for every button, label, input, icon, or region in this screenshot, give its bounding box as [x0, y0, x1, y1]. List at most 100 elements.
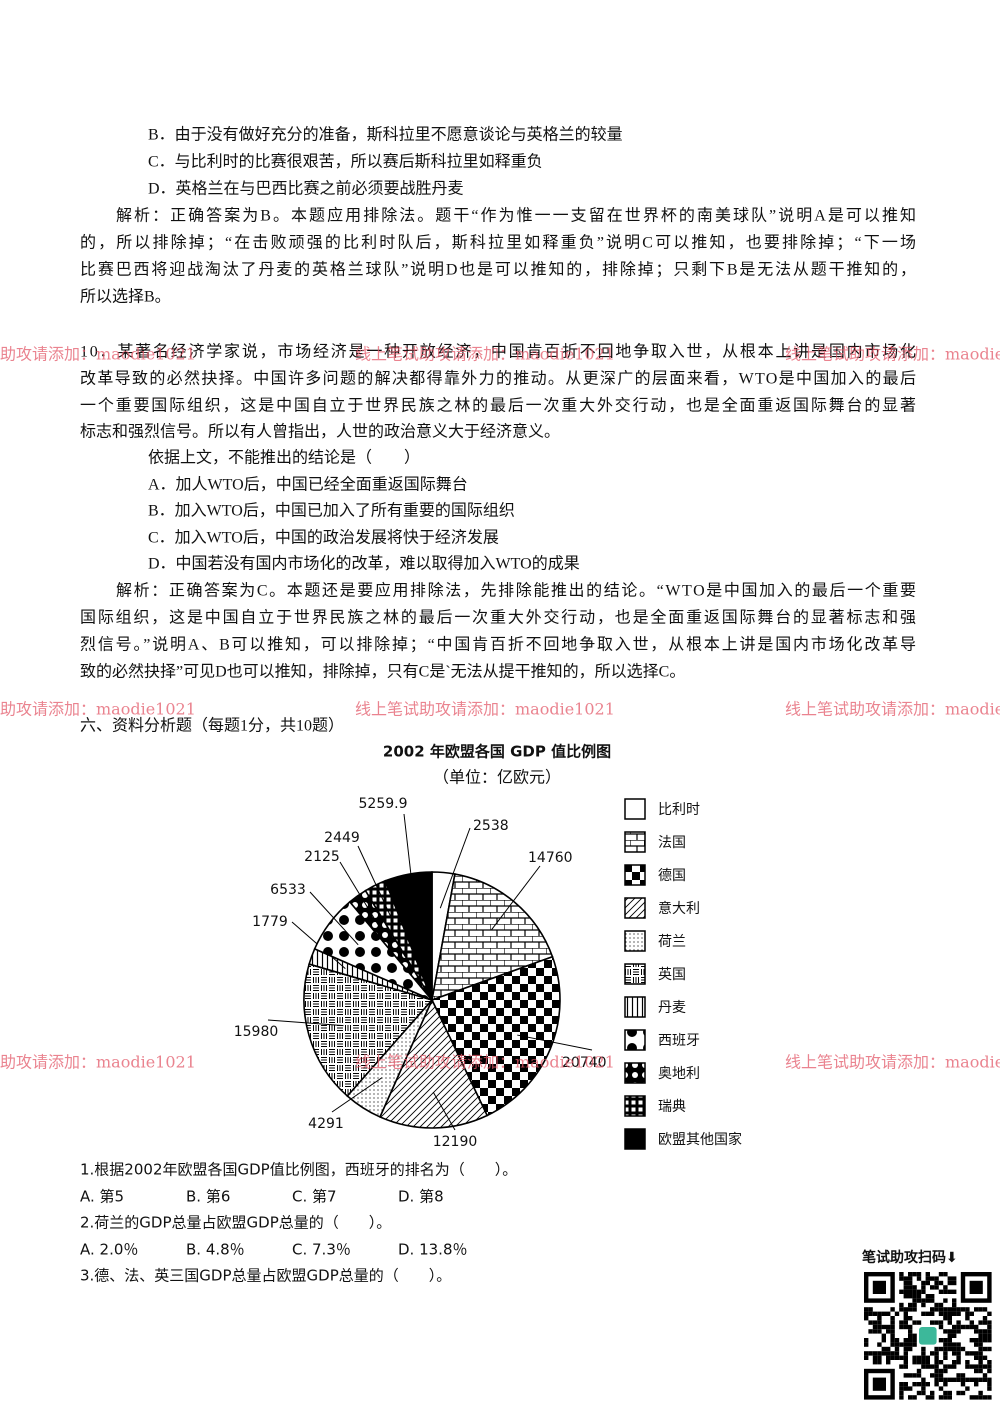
qr-module [903, 1355, 908, 1360]
qr-module [912, 1272, 917, 1277]
qr-module [881, 1351, 886, 1356]
qr-module [890, 1324, 895, 1330]
pie-slice [384, 871, 433, 1001]
qr-module [943, 1377, 948, 1382]
qr-module [982, 1329, 988, 1334]
leader-line [339, 861, 379, 926]
qr-module [987, 1338, 992, 1343]
qr-module [864, 1307, 869, 1312]
qr-module [956, 1346, 961, 1352]
qr-module [921, 1360, 926, 1365]
qr-module [947, 1333, 952, 1338]
qr-module [864, 1316, 869, 1321]
qr-module [978, 1360, 983, 1365]
qr-module [908, 1329, 913, 1334]
qr-module [965, 1364, 970, 1369]
qr-module [899, 1324, 904, 1330]
qr-module [938, 1386, 944, 1391]
legend-label: 瑞典 [658, 1099, 686, 1115]
qr-module [934, 1276, 939, 1281]
qr-module [916, 1373, 922, 1378]
qr-module [938, 1368, 944, 1374]
qr-module [938, 1302, 944, 1308]
qr-module [899, 1386, 904, 1391]
qr-module [956, 1342, 961, 1347]
legend-swatch [624, 1095, 646, 1117]
question-stem: 1.根据2002年欧盟各国GDP值比例图，西班牙的排名为（ ）。 [80, 1161, 517, 1179]
qr-module [987, 1320, 992, 1325]
qr-module [925, 1360, 930, 1365]
qr-module [877, 1311, 882, 1316]
qr-module [934, 1360, 939, 1365]
qr-module [921, 1298, 926, 1303]
qr-module [908, 1289, 913, 1294]
qr-module [934, 1368, 939, 1374]
qr-module [982, 1355, 988, 1360]
qr-module [886, 1324, 891, 1330]
qr-module [921, 1346, 926, 1352]
question-option: B. 4.8％ [186, 1241, 245, 1259]
qr-module [886, 1329, 891, 1334]
qr-module [978, 1307, 983, 1312]
leader-line [432, 1091, 456, 1131]
qr-module [965, 1307, 970, 1312]
qr-module [952, 1298, 957, 1303]
qr-module [943, 1355, 948, 1360]
qr-module [872, 1351, 878, 1356]
qr-module [886, 1351, 891, 1356]
qr-module [974, 1364, 979, 1369]
text-line: B．加入WTO后，中国已加入了所有重要的国际组织 [148, 502, 515, 520]
qr-module [978, 1364, 983, 1369]
watermark: 线上笔试助攻请添加：maodie1021 [0, 345, 196, 364]
qr-module [974, 1395, 979, 1400]
qr-module [908, 1316, 913, 1321]
qr-module [943, 1346, 948, 1352]
leader-line [439, 827, 471, 909]
watermark: 线上笔试助攻请添加：maodie1021 [785, 345, 1000, 364]
qr-module [938, 1324, 944, 1330]
qr-module [877, 1320, 882, 1325]
qr-module [925, 1364, 930, 1369]
qr-module [978, 1390, 983, 1396]
qr-module [899, 1307, 904, 1312]
leader-line [309, 891, 359, 946]
qr-module [912, 1298, 917, 1303]
qr-module [899, 1289, 904, 1294]
qr-module [969, 1311, 974, 1316]
qr-module [987, 1395, 992, 1400]
qr-module [938, 1373, 944, 1378]
qr-module [943, 1382, 948, 1387]
qr-module [934, 1302, 939, 1308]
qr-module [956, 1351, 961, 1356]
legend-label: 西班牙 [658, 1033, 700, 1049]
qr-module [903, 1351, 908, 1356]
qr-module [903, 1346, 908, 1352]
qr-module [969, 1395, 974, 1400]
qr-module [872, 1360, 878, 1365]
qr-module [912, 1373, 917, 1378]
legend-swatch [624, 864, 646, 886]
watermark: 线上笔试助攻请添加：maodie1021 [785, 1053, 1000, 1072]
qr-module [925, 1294, 930, 1299]
qr-module [899, 1342, 904, 1347]
qr-module [978, 1333, 983, 1338]
qr-module [938, 1280, 944, 1286]
qr-module [912, 1307, 917, 1312]
qr-module [908, 1346, 913, 1352]
legend-label: 英国 [658, 966, 686, 983]
qr-module [908, 1386, 913, 1391]
qr-module [982, 1364, 988, 1369]
qr-module [921, 1355, 926, 1360]
qr-caption: 笔试助攻扫码⬇ [862, 1249, 958, 1266]
qr-module [930, 1395, 935, 1400]
data-label: 14760 [528, 850, 573, 866]
qr-module [974, 1351, 979, 1356]
qr-module [894, 1351, 900, 1356]
qr-module [952, 1351, 957, 1356]
qr-module [947, 1280, 952, 1286]
question-option: D. 第8 [398, 1188, 444, 1206]
qr-module [916, 1294, 922, 1299]
qr-module [930, 1285, 935, 1290]
qr-module [974, 1307, 979, 1312]
qr-module [965, 1351, 970, 1356]
